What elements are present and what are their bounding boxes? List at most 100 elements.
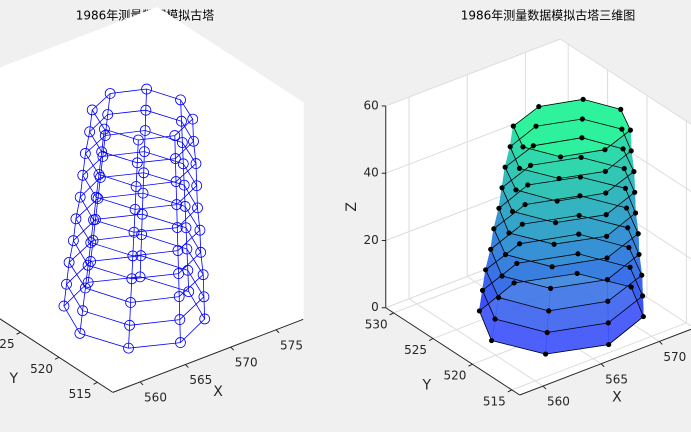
data-point	[506, 230, 512, 236]
vertical-line	[128, 139, 139, 349]
data-point	[187, 113, 199, 125]
data-point	[636, 251, 642, 258]
data-point	[491, 226, 497, 232]
vertical-line	[180, 99, 190, 292]
data-point	[135, 250, 147, 262]
data-point	[483, 267, 489, 273]
data-point	[74, 191, 86, 203]
y-axis-line	[385, 307, 520, 396]
tick-mark	[389, 312, 394, 316]
x-tick-label: 570	[663, 350, 686, 364]
x-axis-line	[112, 318, 304, 393]
data-point	[171, 199, 183, 210]
surface-cap	[513, 99, 631, 157]
data-point	[627, 127, 634, 133]
data-point	[476, 308, 483, 314]
data-point	[519, 221, 525, 227]
y-tick-label: 515	[483, 394, 506, 408]
data-point	[602, 168, 608, 174]
data-point	[632, 189, 638, 195]
y-axis-label: Y	[421, 377, 431, 393]
x-tick-label: 570	[235, 356, 258, 370]
data-point	[141, 83, 153, 95]
data-point	[511, 280, 517, 286]
data-point	[177, 158, 189, 170]
data-point	[139, 125, 151, 136]
data-point	[625, 225, 631, 231]
tick-mark	[600, 363, 605, 368]
data-point	[198, 291, 210, 303]
data-point	[63, 256, 75, 268]
data-point	[496, 205, 502, 211]
vertical-line	[63, 109, 93, 307]
data-point	[175, 337, 186, 348]
data-point	[620, 146, 626, 152]
data-point	[197, 269, 209, 281]
data-point	[136, 229, 148, 240]
data-point	[530, 143, 536, 149]
data-point	[171, 222, 183, 233]
x-axis-label: X	[612, 390, 622, 406]
y-tick-label: 515	[69, 387, 92, 401]
y-axis-line	[0, 318, 114, 393]
data-point	[527, 162, 534, 168]
data-point	[97, 151, 109, 162]
data-point	[90, 191, 102, 203]
data-point	[104, 88, 116, 99]
y-tick-label: 525	[404, 343, 427, 357]
data-point	[77, 305, 89, 317]
vertical-line	[139, 88, 147, 277]
data-point	[74, 327, 86, 339]
x-tick-label: 560	[144, 390, 167, 404]
data-point	[552, 220, 559, 226]
data-point	[99, 130, 111, 141]
tick-mark	[507, 389, 513, 393]
data-point	[79, 282, 91, 294]
z-tick-label: 0	[371, 300, 379, 314]
y-tick-label: 530	[365, 317, 388, 331]
data-point	[102, 109, 114, 120]
axes-3d: 560 565 570 515 520 525 530 0 20 40 60 X Y Z	[344, 38, 691, 409]
data-point	[138, 167, 150, 179]
data-point	[176, 115, 187, 127]
data-point	[126, 273, 138, 285]
data-point	[525, 182, 531, 188]
grid-line	[560, 38, 691, 125]
data-point	[479, 287, 486, 293]
data-point	[554, 198, 560, 204]
data-point	[96, 146, 108, 158]
data-point	[124, 319, 135, 331]
tick-mark	[428, 338, 434, 341]
data-point	[549, 264, 555, 270]
data-point	[580, 96, 586, 102]
data-point	[603, 190, 609, 196]
data-point	[576, 231, 582, 237]
data-point	[85, 256, 97, 267]
data-point	[169, 130, 181, 141]
x-axis-label: X	[213, 384, 223, 400]
data-point	[172, 245, 184, 256]
data-point	[579, 116, 585, 122]
data-point	[495, 294, 502, 301]
data-point	[639, 293, 646, 299]
y-axis-label: Y	[9, 371, 19, 387]
data-point	[488, 246, 494, 252]
y-tick-label: 520	[444, 369, 467, 383]
grid-line	[511, 322, 687, 391]
data-point	[128, 226, 140, 238]
data-point	[125, 297, 137, 308]
vertical-line	[174, 135, 181, 343]
data-point	[499, 273, 505, 279]
data-point	[544, 329, 550, 336]
data-point	[502, 164, 508, 170]
tick-mark	[275, 329, 280, 334]
data-point	[180, 222, 192, 234]
data-point	[546, 308, 552, 314]
data-point	[492, 316, 498, 322]
data-point	[70, 213, 82, 225]
data-point	[137, 187, 149, 199]
z-tick-label: 40	[363, 166, 378, 180]
data-point	[87, 235, 99, 246]
